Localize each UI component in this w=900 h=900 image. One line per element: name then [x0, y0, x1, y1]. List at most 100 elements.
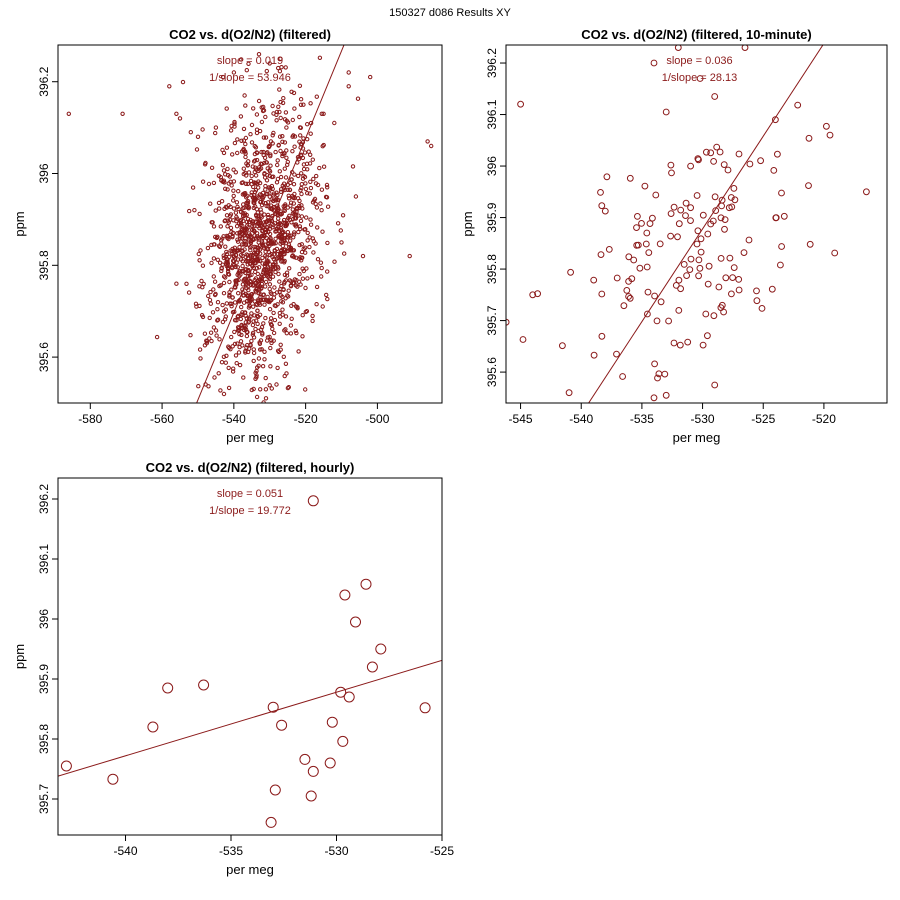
- data-point: [196, 251, 202, 257]
- data-point: [309, 274, 315, 280]
- data-point: [295, 205, 300, 211]
- data-point: [232, 121, 237, 126]
- y-tick-label: 395.8: [37, 250, 51, 280]
- data-point: [200, 314, 206, 320]
- data-point: [60, 760, 72, 772]
- data-point: [189, 418, 192, 421]
- data-point: [346, 84, 351, 89]
- data-point: [339, 589, 351, 601]
- data-point: [279, 239, 284, 244]
- data-point: [677, 206, 685, 214]
- data-point: [281, 96, 286, 101]
- data-point: [239, 57, 244, 62]
- data-point: [661, 370, 669, 378]
- data-point: [234, 248, 239, 254]
- data-point: [643, 263, 651, 271]
- data-point: [319, 187, 325, 192]
- y-axis-label: ppm: [12, 644, 27, 669]
- data-point: [256, 363, 261, 368]
- data-point: [682, 212, 689, 220]
- data-point: [240, 445, 243, 448]
- data-point: [774, 150, 781, 158]
- y-tick-label: 396.2: [37, 484, 51, 514]
- data-point: [274, 109, 280, 115]
- data-point: [256, 235, 261, 241]
- data-point: [667, 161, 675, 169]
- data-point: [695, 256, 703, 264]
- data-point: [259, 233, 265, 239]
- data-point: [303, 387, 308, 392]
- data-point: [289, 303, 294, 308]
- data-point: [674, 45, 682, 51]
- data-point: [683, 272, 690, 280]
- y-tick-label: 395.6: [485, 357, 499, 387]
- data-point: [653, 317, 661, 325]
- data-point: [260, 200, 266, 205]
- data-point: [253, 236, 259, 241]
- data-point: [268, 262, 273, 267]
- data-point: [211, 287, 216, 292]
- data-point: [200, 263, 206, 268]
- data-point: [196, 384, 201, 389]
- data-point: [248, 234, 254, 240]
- data-point: [283, 65, 288, 70]
- data-point: [232, 124, 237, 129]
- data-point: [232, 318, 238, 323]
- data-point: [250, 253, 255, 258]
- data-point: [290, 211, 296, 216]
- data-point: [693, 192, 701, 199]
- data-point: [236, 277, 241, 283]
- data-point: [285, 120, 291, 125]
- data-point: [187, 208, 192, 214]
- data-point: [225, 173, 231, 178]
- data-point: [277, 211, 283, 217]
- x-tick-label: -545: [509, 412, 533, 426]
- data-point: [307, 161, 313, 166]
- data-point: [254, 394, 260, 400]
- data-point: [276, 104, 281, 110]
- data-point: [219, 266, 225, 271]
- data-point: [211, 274, 217, 279]
- data-point: [249, 238, 254, 244]
- data-point: [285, 217, 290, 222]
- data-point: [188, 333, 193, 338]
- data-point: [255, 302, 260, 308]
- data-point: [246, 61, 251, 66]
- data-point: [310, 318, 315, 324]
- data-point: [260, 364, 266, 369]
- data-point: [256, 168, 261, 174]
- data-point: [239, 236, 245, 241]
- data-point: [296, 173, 301, 179]
- data-point: [236, 299, 241, 304]
- data-point: [282, 151, 287, 156]
- data-point: [276, 142, 281, 148]
- data-point: [298, 97, 304, 102]
- data-point: [716, 148, 724, 156]
- data-point: [219, 178, 224, 183]
- data-point: [195, 134, 201, 140]
- data-point: [603, 173, 611, 181]
- data-point: [233, 256, 238, 261]
- data-point: [292, 144, 297, 149]
- data-point: [306, 149, 311, 154]
- data-point: [213, 208, 218, 213]
- data-point: [303, 186, 309, 192]
- data-point: [645, 249, 653, 257]
- data-point: [319, 265, 324, 271]
- data-point: [251, 205, 257, 211]
- data-point: [269, 386, 274, 391]
- data-point: [644, 288, 652, 296]
- data-point: [245, 181, 251, 187]
- data-point: [288, 331, 294, 336]
- data-point: [276, 222, 281, 227]
- data-point: [285, 427, 288, 430]
- data-point: [243, 154, 248, 160]
- data-point: [238, 209, 244, 215]
- data-point: [207, 297, 213, 303]
- data-point: [315, 257, 321, 262]
- data-point: [235, 204, 240, 210]
- data-point: [288, 238, 293, 243]
- data-point: [273, 149, 278, 155]
- data-point: [273, 236, 278, 242]
- y-tick-label: 396.2: [37, 66, 51, 96]
